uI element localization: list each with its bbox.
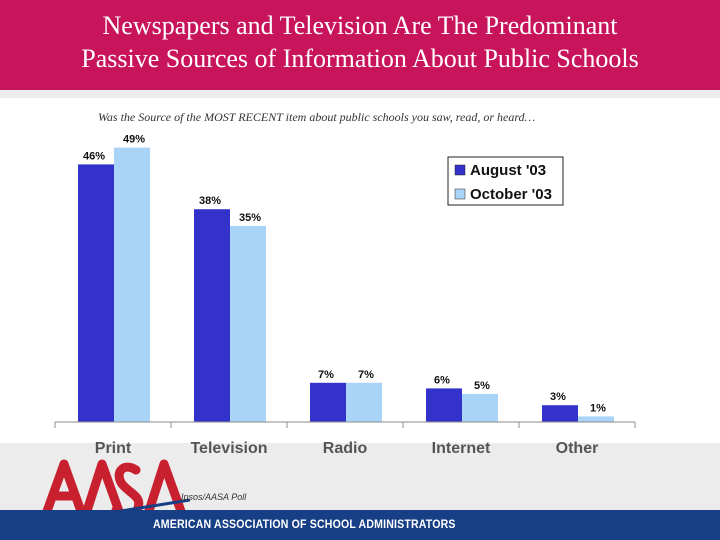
value-label: 35% [239,212,261,224]
source-note: Ipsos/AASA Poll [181,492,247,502]
legend-label: October '03 [470,186,552,203]
legend-swatch [454,164,466,176]
bar-print-october [114,147,150,422]
category-label-radio: Radio [323,440,368,457]
value-label: 7% [318,369,334,381]
title-band: Newspapers and Television Are The Predom… [0,0,720,90]
category-label-internet: Internet [432,440,491,457]
bar-internet-october [462,394,498,422]
bar-radio-august [310,382,346,422]
axis-group: Print Television Radio Internet Other [54,421,636,457]
legend: August '03 October '03 [447,156,564,206]
value-label: 7% [358,369,374,381]
organization-name: AMERICAN ASSOCIATION OF SCHOOL ADMINISTR… [153,517,456,531]
bar-other-august [542,405,578,422]
chart-subtitle: Was the Source of the MOST RECENT item a… [98,110,536,124]
value-label: 38% [199,195,221,207]
page-title-line2: Passive Sources of Information About Pub… [81,44,639,73]
bar-television-august [194,209,230,422]
legend-label: August '03 [470,162,546,179]
bar-radio-october [346,382,382,422]
value-labels-group: 46% 49% 38% 35% 7% 7% 6% 5% 3% 1% [83,134,606,415]
category-label-other: Other [556,440,599,457]
legend-box [447,156,564,206]
bar-chart: 46% 49% 38% 35% 7% 7% 6% 5% 3% 1% Print Television… [54,134,636,457]
bar-internet-august [426,388,462,422]
page-title-line1: Newspapers and Television Are The Predom… [102,11,618,40]
value-label: 3% [550,391,566,403]
value-label: 1% [590,402,606,414]
legend-swatch [454,188,466,200]
bar-print-august [78,164,114,422]
bar-other-october [578,416,614,422]
category-label-television: Television [190,440,267,457]
value-label: 6% [434,374,450,386]
value-label: 5% [474,380,490,392]
value-label: 46% [83,150,105,162]
footer-bar [0,510,720,540]
category-label-print: Print [95,440,132,457]
value-label: 49% [123,134,145,146]
bar-television-october [230,226,266,422]
bars-group [78,147,614,422]
